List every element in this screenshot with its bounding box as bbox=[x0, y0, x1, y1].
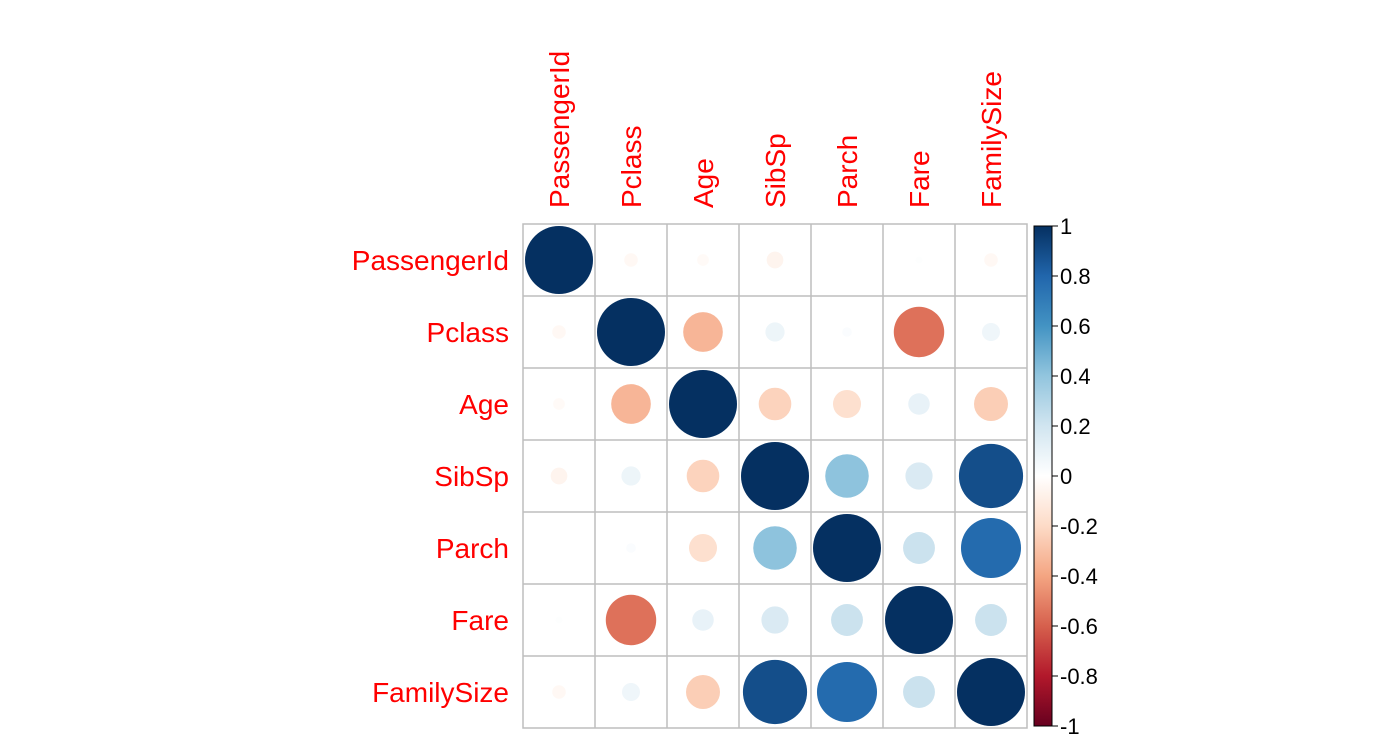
corr-circle-passengerid-fare bbox=[915, 256, 923, 264]
corr-circle-sibsp-age bbox=[686, 459, 720, 493]
color-bar-tick-label: 0.6 bbox=[1060, 314, 1091, 339]
row-label-pclass: Pclass bbox=[427, 317, 509, 348]
corr-circle-passengerid-passengerid bbox=[525, 226, 593, 294]
corr-circle-sibsp-sibsp bbox=[741, 442, 809, 510]
corr-circle-parch-familysize bbox=[960, 517, 1022, 579]
color-legend: 1 0.8 0.6 0.4 0.2 0 -0.2 -0.4 -0.6 -0.8 -1 bbox=[1033, 214, 1098, 739]
column-label-pclass: Pclass bbox=[616, 126, 647, 208]
corr-circle-passengerid-familysize bbox=[984, 253, 998, 267]
row-label-parch: Parch bbox=[436, 533, 509, 564]
column-label-fare: Fare bbox=[904, 150, 935, 208]
color-bar-tick-label: -0.6 bbox=[1060, 614, 1098, 639]
corr-circle-fare-familysize bbox=[975, 604, 1007, 636]
corr-circle-age-fare bbox=[908, 393, 930, 415]
corr-circle-fare-sibsp bbox=[761, 606, 789, 634]
corr-circle-parch-age bbox=[688, 533, 718, 563]
column-label-parch: Parch bbox=[832, 135, 863, 208]
column-label-sibsp: SibSp bbox=[760, 133, 791, 208]
corr-circle-age-age bbox=[669, 370, 737, 438]
corr-circle-passengerid-age bbox=[697, 254, 709, 266]
corr-circle-sibsp-familysize bbox=[958, 443, 1024, 509]
corr-circle-fare-fare bbox=[885, 586, 953, 654]
column-label-familysize: FamilySize bbox=[976, 71, 1007, 208]
corr-circle-pclass-pclass bbox=[597, 298, 665, 366]
corr-circle-parch-sibsp bbox=[753, 526, 797, 570]
corr-circle-familysize-passengerid bbox=[552, 685, 566, 699]
color-bar-tick-label: -0.8 bbox=[1060, 664, 1098, 689]
corr-circle-pclass-parch bbox=[842, 327, 852, 337]
corr-circle-familysize-age bbox=[686, 675, 720, 709]
corr-circle-parch-pclass bbox=[626, 543, 636, 553]
corr-circle-age-familysize bbox=[974, 387, 1008, 421]
corr-circle-fare-age bbox=[692, 609, 714, 631]
corr-circle-familysize-fare bbox=[903, 676, 935, 708]
corr-circle-familysize-familysize bbox=[957, 658, 1025, 726]
color-bar-tick-label: 0.4 bbox=[1060, 364, 1091, 389]
corr-circle-age-sibsp bbox=[758, 387, 792, 421]
color-bar-tick-label: -0.4 bbox=[1060, 564, 1098, 589]
corr-circle-fare-pclass bbox=[605, 594, 657, 646]
corr-circle-sibsp-parch bbox=[825, 454, 869, 498]
corr-circle-age-pclass bbox=[611, 384, 651, 424]
corr-circle-familysize-parch bbox=[816, 661, 878, 723]
corr-circle-pclass-sibsp bbox=[765, 322, 785, 342]
corr-circle-passengerid-pclass bbox=[624, 253, 638, 267]
color-bar bbox=[1033, 225, 1053, 727]
corr-circle-age-parch bbox=[832, 389, 862, 419]
corr-circle-pclass-age bbox=[683, 312, 723, 352]
corr-circle-sibsp-pclass bbox=[621, 466, 641, 486]
corr-circle-fare-passengerid bbox=[555, 616, 563, 624]
corr-circle-passengerid-sibsp bbox=[766, 251, 784, 269]
corr-circle-familysize-sibsp bbox=[742, 659, 808, 725]
row-label-sibsp: SibSp bbox=[434, 461, 509, 492]
color-bar-tick-label: 0.8 bbox=[1060, 264, 1091, 289]
row-label-age: Age bbox=[459, 389, 509, 420]
corr-circle-pclass-familysize bbox=[982, 323, 1000, 341]
color-bar-tick-label: 0.2 bbox=[1060, 414, 1091, 439]
corr-circle-fare-parch bbox=[831, 604, 863, 636]
corr-circle-pclass-fare bbox=[893, 306, 945, 358]
row-label-passengerid: PassengerId bbox=[352, 245, 509, 276]
corr-circle-age-passengerid bbox=[553, 398, 565, 410]
row-label-fare: Fare bbox=[451, 605, 509, 636]
row-label-familysize: FamilySize bbox=[372, 677, 509, 708]
color-bar-tick-label: 0 bbox=[1060, 464, 1072, 489]
circles bbox=[525, 226, 1025, 726]
color-bar-tick-label: 1 bbox=[1060, 214, 1072, 239]
column-labels: PassengerId Pclass Age SibSp Parch Fare Family… bbox=[544, 51, 1007, 208]
column-label-passengerid: PassengerId bbox=[544, 51, 575, 208]
corr-circle-parch-parch bbox=[813, 514, 881, 582]
corr-circle-familysize-pclass bbox=[622, 683, 640, 701]
corr-circle-pclass-passengerid bbox=[552, 325, 566, 339]
color-bar-tick-label: -0.2 bbox=[1060, 514, 1098, 539]
color-bar-tick-label: -1 bbox=[1060, 714, 1080, 739]
corr-circle-sibsp-passengerid bbox=[550, 467, 568, 485]
column-label-age: Age bbox=[688, 158, 719, 208]
corr-circle-sibsp-fare bbox=[905, 462, 933, 490]
row-labels: PassengerId Pclass Age SibSp Parch Fare Family… bbox=[352, 245, 509, 708]
corr-circle-parch-fare bbox=[903, 532, 935, 564]
